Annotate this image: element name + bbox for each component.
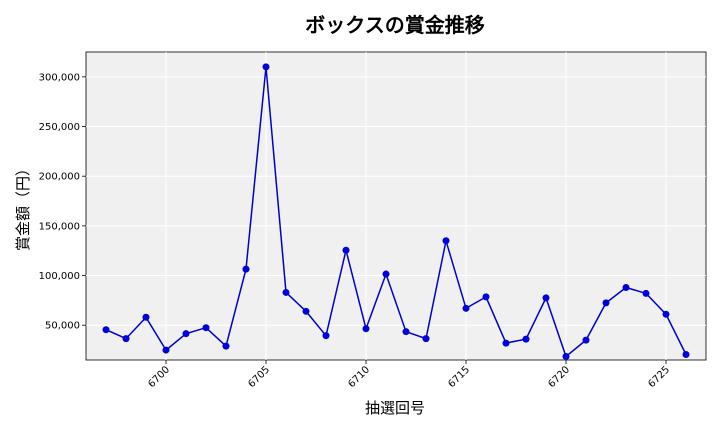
x-tick-label: 6710 <box>346 364 372 390</box>
data-markers <box>102 63 690 361</box>
data-point <box>522 335 530 343</box>
data-point <box>242 265 250 273</box>
data-point <box>642 289 650 297</box>
data-point <box>602 299 610 307</box>
data-point <box>142 313 150 321</box>
y-tick-label: 250,000 <box>39 122 80 133</box>
y-tick-label: 50,000 <box>45 321 80 332</box>
data-point <box>422 335 430 343</box>
data-point <box>582 336 590 344</box>
y-tick-label: 300,000 <box>39 72 80 83</box>
y-tick-label: 100,000 <box>39 271 80 282</box>
y-tick-label: 200,000 <box>39 172 80 183</box>
data-point <box>482 293 490 301</box>
x-tick-label: 6715 <box>446 364 472 390</box>
x-tick-label: 6705 <box>246 364 272 390</box>
data-point <box>222 342 230 350</box>
data-point <box>442 237 450 245</box>
grid-lines <box>86 52 706 360</box>
data-point <box>562 353 570 361</box>
data-point <box>682 351 690 359</box>
data-point <box>162 346 170 354</box>
data-point <box>362 325 370 333</box>
data-point <box>202 324 210 332</box>
y-tick-label: 150,000 <box>39 221 80 232</box>
y-axis-label: 賞金額（円） <box>14 161 32 251</box>
data-point <box>542 294 550 302</box>
x-axis: 6700 6705 6710 6715 6720 6725 <box>146 360 672 390</box>
data-point <box>342 246 350 254</box>
data-point <box>322 332 330 340</box>
data-point <box>402 328 410 336</box>
x-axis-label: 抽選回号 <box>365 399 425 417</box>
plot-area <box>85 51 707 361</box>
data-point <box>302 307 310 315</box>
data-point <box>502 339 510 347</box>
data-point <box>622 283 630 291</box>
data-point <box>282 288 290 296</box>
data-point <box>102 326 110 334</box>
y-axis: 50,000 100,000 150,000 200,000 250,000 300,00… <box>39 72 86 332</box>
data-point <box>662 310 670 318</box>
x-tick-label: 6725 <box>646 364 672 390</box>
data-point <box>122 335 130 343</box>
data-point <box>262 63 270 71</box>
x-tick-label: 6720 <box>546 364 572 390</box>
data-point <box>182 330 190 338</box>
data-point <box>462 304 470 312</box>
data-point <box>382 270 390 278</box>
x-tick-label: 6700 <box>146 364 172 390</box>
chart-title: ボックスの賞金推移 <box>305 13 484 37</box>
